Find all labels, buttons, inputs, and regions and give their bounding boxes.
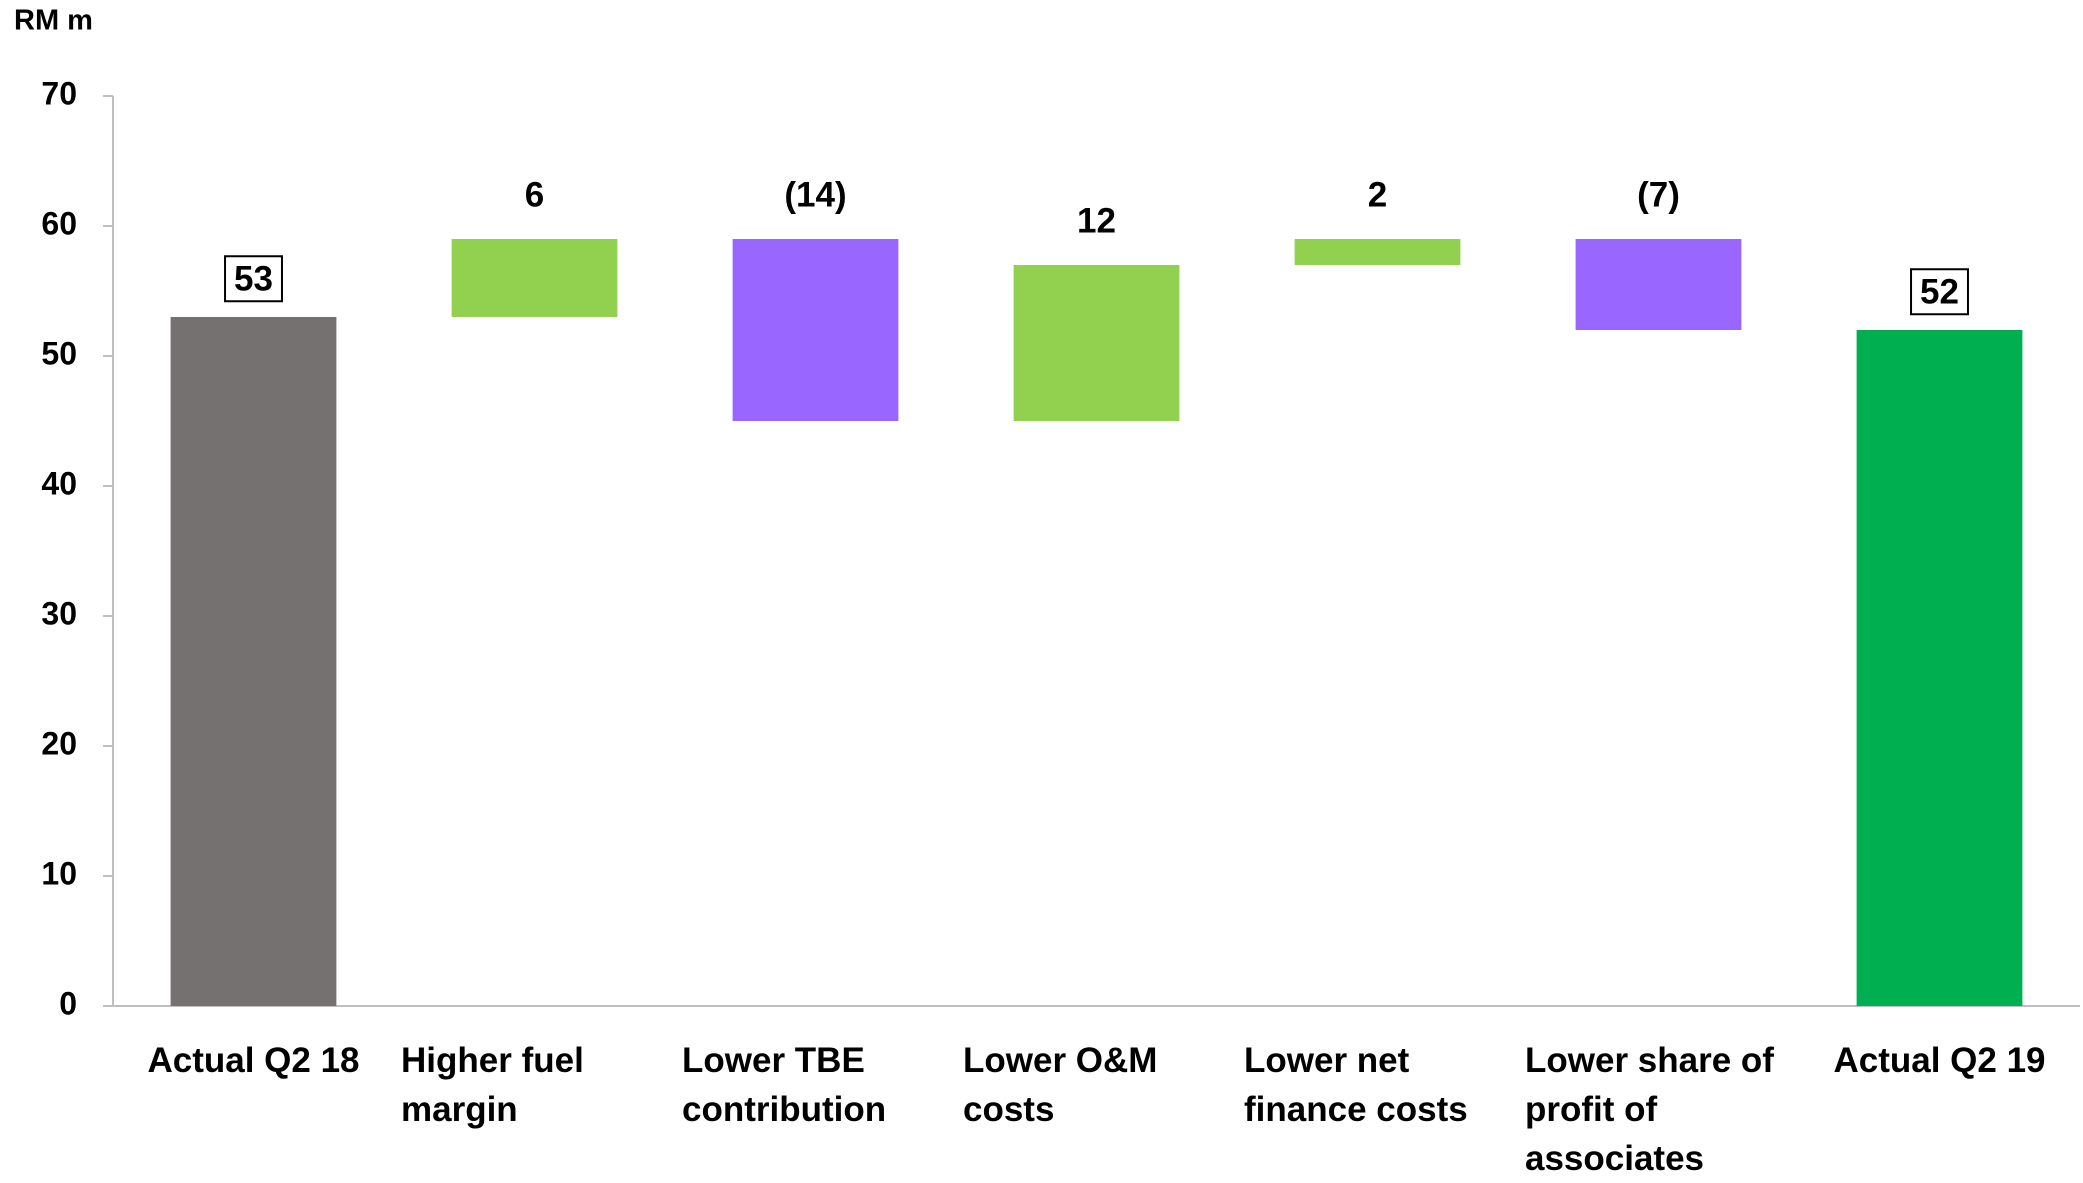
value-label: 52: [1920, 272, 1959, 311]
y-tick-label: 60: [41, 205, 77, 241]
delta-bar: [1575, 239, 1742, 330]
total-bar: [1856, 330, 2023, 1006]
value-label: (14): [784, 175, 846, 214]
y-tick-label: 20: [41, 725, 77, 761]
value-label: 2: [1368, 175, 1387, 214]
x-tick-label: Actual Q2 19: [1833, 1041, 2046, 1080]
total-bar: [170, 317, 337, 1006]
y-tick-label: 70: [41, 75, 77, 111]
x-tick-label-cell: Higher fuel margin: [394, 1036, 675, 1134]
y-tick-label: 50: [41, 335, 77, 371]
value-label: 53: [234, 259, 273, 298]
y-tick-label: 40: [41, 465, 77, 501]
x-tick-label-cell: Lower share of profit of associates: [1518, 1036, 1799, 1183]
x-tick-label-cell: Lower net finance costs: [1237, 1036, 1518, 1134]
y-tick-label: 10: [41, 855, 77, 891]
delta-bar: [451, 239, 618, 317]
x-tick-label-cell: Actual Q2 18: [113, 1036, 394, 1085]
x-tick-label-cell: Lower TBE contribution: [675, 1036, 956, 1134]
x-tick-label-cell: Lower O&M costs: [956, 1036, 1237, 1134]
value-label: (7): [1637, 175, 1680, 214]
y-tick-label: 30: [41, 595, 77, 631]
x-tick-label: Lower O&M costs: [963, 1041, 1158, 1129]
y-tick-label: 0: [59, 985, 77, 1021]
x-tick-label: Lower TBE contribution: [682, 1041, 887, 1129]
x-tick-label: Lower share of profit of associates: [1525, 1041, 1774, 1178]
x-tick-label-cell: Actual Q2 19: [1799, 1036, 2080, 1085]
value-label: 6: [525, 175, 544, 214]
y-unit-label: RM m: [14, 5, 93, 37]
delta-bar: [1013, 265, 1180, 421]
x-tick-label: Higher fuel margin: [401, 1041, 584, 1129]
x-tick-label: Lower net finance costs: [1244, 1041, 1468, 1129]
x-tick-label: Actual Q2 18: [147, 1041, 360, 1080]
value-label: 12: [1077, 201, 1116, 240]
delta-bar: [732, 239, 899, 421]
value-label-box: [1910, 268, 1969, 316]
value-label-box: [224, 255, 283, 303]
delta-bar: [1294, 239, 1461, 265]
